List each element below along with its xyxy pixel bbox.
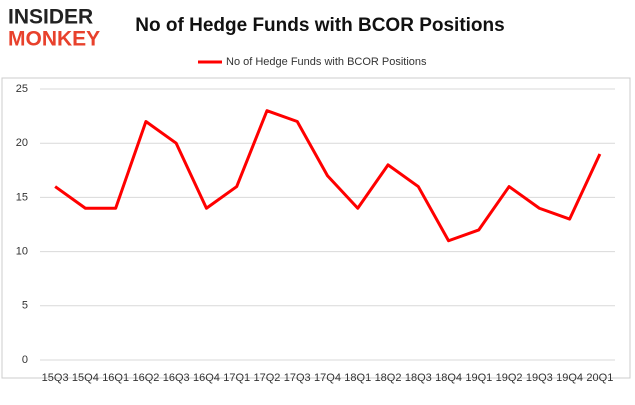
x-tick-label: 18Q3 bbox=[405, 372, 432, 384]
x-tick-label: 15Q4 bbox=[72, 372, 99, 384]
logo-line1: INSIDER bbox=[8, 6, 93, 29]
x-tick-label: 17Q1 bbox=[223, 372, 250, 384]
y-tick-label: 15 bbox=[16, 191, 28, 203]
logo-line2: MONKEY bbox=[8, 28, 100, 51]
y-tick-label: 25 bbox=[16, 83, 28, 95]
data-line bbox=[54, 109, 602, 243]
x-tick-label: 17Q2 bbox=[254, 372, 281, 384]
x-tick-label: 19Q1 bbox=[465, 372, 492, 384]
x-tick-label: 16Q4 bbox=[193, 372, 220, 384]
x-tick-label: 15Q3 bbox=[42, 372, 69, 384]
y-tick-label: 5 bbox=[22, 300, 28, 312]
chart-title: No of Hedge Funds with BCOR Positions bbox=[135, 15, 504, 36]
plot-frame bbox=[1, 77, 631, 379]
x-tick-label: 19Q4 bbox=[556, 372, 583, 384]
x-tick-label: 17Q3 bbox=[284, 372, 311, 384]
legend-label: No of Hedge Funds with BCOR Positions bbox=[226, 56, 427, 68]
x-tick-label: 20Q1 bbox=[586, 372, 613, 384]
x-tick-label: 19Q3 bbox=[526, 372, 553, 384]
x-tick-label: 17Q4 bbox=[314, 372, 341, 384]
x-tick-label: 18Q2 bbox=[375, 372, 402, 384]
y-tick-label: 0 bbox=[22, 354, 28, 366]
x-tick-label: 16Q2 bbox=[132, 372, 159, 384]
x-tick-label: 18Q1 bbox=[344, 372, 371, 384]
y-tick-label: 20 bbox=[16, 137, 28, 149]
x-tick-label: 18Q4 bbox=[435, 372, 462, 384]
x-tick-label: 19Q2 bbox=[496, 372, 523, 384]
x-tick-label: 16Q1 bbox=[102, 372, 129, 384]
x-tick-label: 16Q3 bbox=[163, 372, 190, 384]
y-tick-label: 10 bbox=[16, 246, 28, 258]
